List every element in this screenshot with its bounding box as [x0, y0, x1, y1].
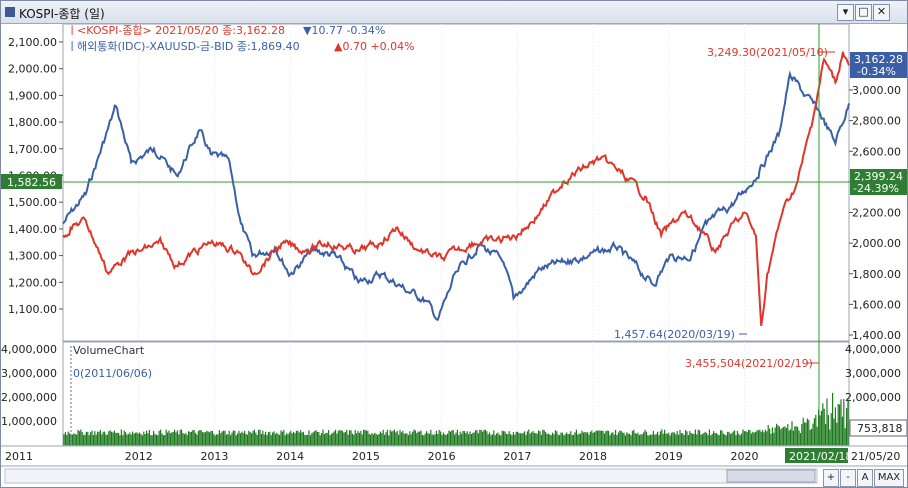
- title-bar: KOSPI-종합 (일) ▾ □ ✕: [1, 1, 907, 24]
- right-axis-tick: 1,400.00: [852, 329, 901, 342]
- volume-left-tick: 2,000,000: [1, 391, 57, 404]
- cursor-left-value: 1,582.56: [7, 176, 56, 189]
- cursor-right-tag: [850, 169, 907, 195]
- right-axis-tick: 2,600.00: [852, 145, 901, 158]
- right-axis-tick: 1,600.00: [852, 298, 901, 311]
- left-axis-tick: 2,100.00: [8, 36, 57, 49]
- x-axis-tick: 2014: [276, 450, 304, 463]
- legend-gold-change: ▲0.70 +0.04%: [334, 40, 415, 53]
- legend-kospi-marker: ㅣ: [67, 24, 77, 37]
- cursor-left-tag: [1, 174, 62, 189]
- annotation-high: 3,249.30(2021/05/10): [707, 46, 828, 59]
- pin-icon[interactable]: ▾: [837, 4, 854, 21]
- kospi-last-value: 3,162.28: [854, 53, 903, 66]
- left-axis-tick: 1,700.00: [8, 143, 57, 156]
- auto-scale-button[interactable]: A: [857, 469, 873, 487]
- cursor-right-change: -24.39%: [853, 182, 899, 195]
- left-axis-tick: 1,800.00: [8, 116, 57, 129]
- legend-kospi: <KOSPI-종합> 2021/05/20 종:3,162.28: [77, 24, 285, 37]
- kospi-last-tag: [850, 52, 907, 78]
- kospi-series-line: [62, 51, 850, 326]
- left-axis-tick: 2,000.00: [8, 63, 57, 76]
- x-axis-tick: 2016: [428, 450, 456, 463]
- scrollbar-thumb[interactable]: [726, 469, 816, 483]
- volume-left-tick: 4,000,000: [1, 343, 57, 356]
- volume-left-tick: 1,000,000: [1, 415, 57, 428]
- left-axis-tick: 1,900.00: [8, 89, 57, 102]
- left-axis-tick: 1,500.00: [8, 196, 57, 209]
- chart-app-icon: [5, 7, 15, 17]
- legend-gold-marker: ㅣ: [67, 40, 77, 53]
- zoom-in-button[interactable]: +: [823, 469, 839, 487]
- window-title: KOSPI-종합 (일): [19, 7, 105, 21]
- cursor-date-value: 2021/02/18: [789, 450, 852, 463]
- volume-last-value: 753,818: [857, 422, 903, 435]
- volume-panel: [62, 341, 850, 446]
- annotation-volume-high: 3,455,504(2021/02/19): [685, 357, 813, 370]
- left-axis-end-date: 2011: [5, 450, 33, 463]
- chart-area[interactable]: 2,100.00 2,000.00 1,900.00 1,800.00 1,700.00…: [1, 24, 907, 487]
- left-axis-tick: 1,100.00: [8, 303, 57, 316]
- right-axis-end-date: 21/05/20: [851, 450, 900, 463]
- maximize-icon[interactable]: □: [855, 4, 872, 21]
- annotation-volume-low: 0(2011/06/06): [73, 367, 152, 380]
- cursor-right-value: 2,399.24: [854, 170, 903, 183]
- close-icon[interactable]: ✕: [873, 4, 890, 21]
- right-axis-tick: 2,000.00: [852, 237, 901, 250]
- legend-kospi-change: ▼10.77 -0.34%: [303, 24, 385, 37]
- right-axis-tick: 2,200.00: [852, 207, 901, 220]
- left-axis-tick: 1,200.00: [8, 276, 57, 289]
- x-axis-tick: 2019: [655, 450, 683, 463]
- volume-right-tick: 3,000,000: [845, 367, 901, 380]
- x-axis-tick: 2015: [352, 450, 380, 463]
- zoom-out-button[interactable]: -: [840, 469, 856, 487]
- x-axis-tick: 2012: [125, 450, 153, 463]
- gold-series-line: [62, 70, 850, 321]
- legend-gold: 해외통화(IDC)-XAUUSD-금-BID 종:1,869.40: [77, 39, 300, 53]
- x-axis-tick: 2020: [731, 450, 759, 463]
- volume-left-tick: 3,000,000: [1, 367, 57, 380]
- volume-last-tag: [849, 419, 907, 437]
- left-axis-tick: 1,400.00: [8, 223, 57, 236]
- right-axis-tick: 3,000.00: [852, 84, 901, 97]
- right-axis-tick: 2,800.00: [852, 115, 901, 128]
- x-axis-tick: 2017: [503, 450, 531, 463]
- x-axis-tick: 2018: [579, 450, 607, 463]
- kospi-last-change: -0.34%: [857, 65, 896, 78]
- volume-panel-title: VolumeChart: [73, 344, 145, 357]
- annotation-low: 1,457.64(2020/03/19): [614, 328, 735, 341]
- max-button[interactable]: MAX: [874, 469, 904, 487]
- time-scrollbar[interactable]: [4, 468, 818, 484]
- left-axis-tick: 1,300.00: [8, 250, 57, 263]
- right-axis-tick: 1,800.00: [852, 268, 901, 281]
- cursor-date-tag: [785, 448, 848, 463]
- volume-right-tick: 2,000,000: [845, 391, 901, 404]
- volume-right-tick: 4,000,000: [845, 343, 901, 356]
- x-axis-tick: 2013: [200, 450, 228, 463]
